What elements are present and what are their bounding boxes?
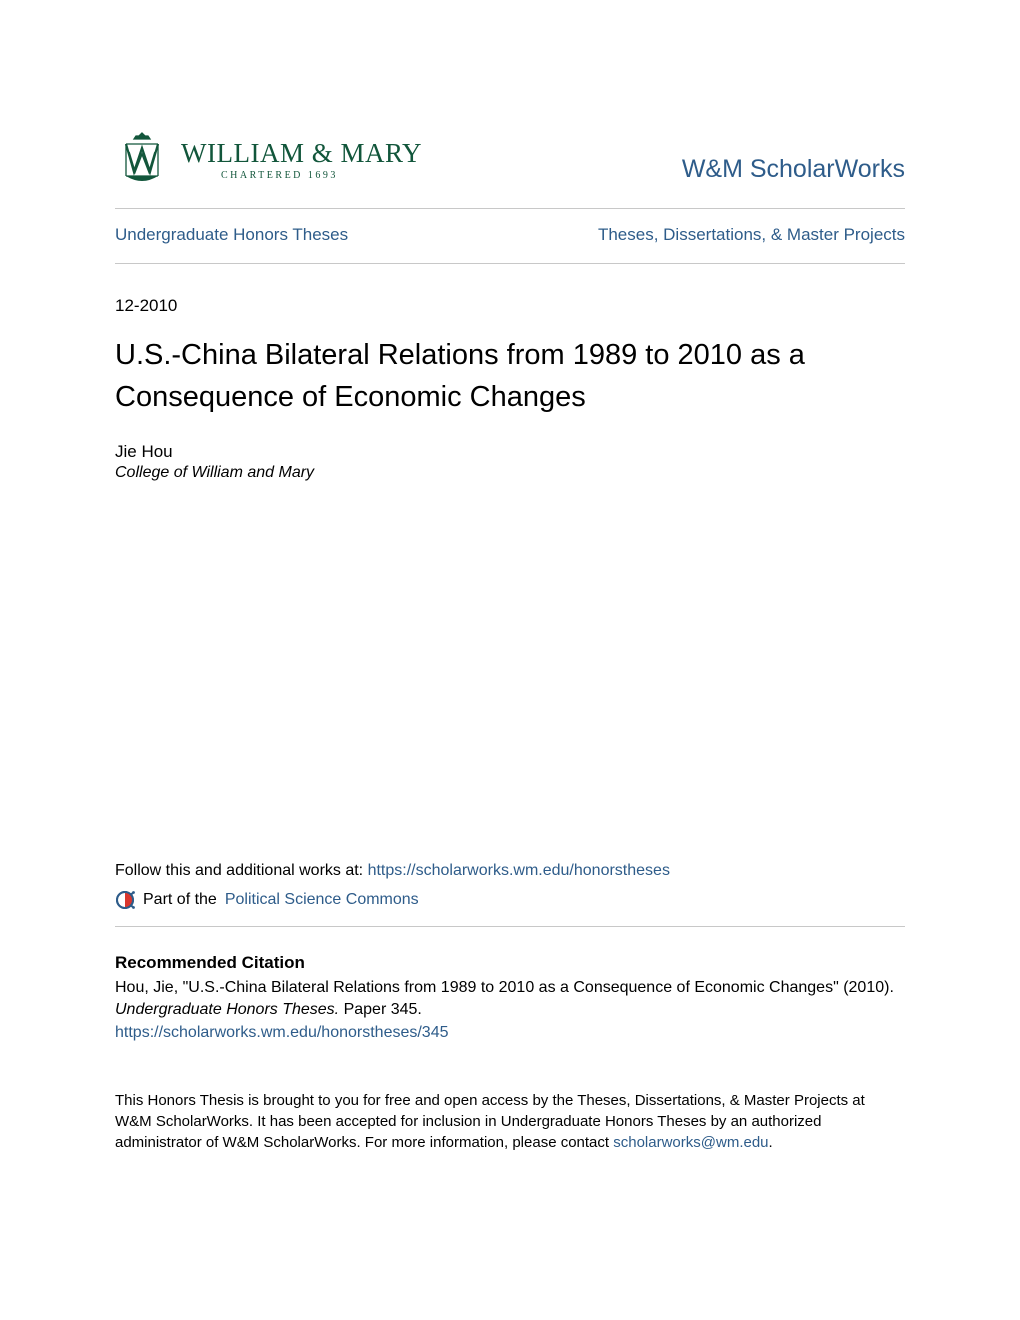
breadcrumb: Undergraduate Honors Theses Theses, Diss… — [115, 209, 905, 263]
wm-cipher-icon — [115, 130, 169, 190]
citation-url-link[interactable]: https://scholarworks.wm.edu/honorstheses… — [115, 1024, 905, 1042]
follow-block: Follow this and additional works at: htt… — [115, 862, 905, 880]
part-of-row: Part of the Political Science Commons — [115, 890, 905, 910]
document-title: U.S.-China Bilateral Relations from 1989… — [115, 334, 905, 418]
logo-text: WILLIAM & MARY CHARTERED 1693 — [181, 140, 422, 181]
citation-body: Hou, Jie, "U.S.-China Bilateral Relation… — [115, 977, 905, 1022]
collection-link[interactable]: Undergraduate Honors Theses — [115, 225, 348, 245]
site-title-link[interactable]: W&M ScholarWorks — [682, 155, 905, 190]
logo-chartered: CHARTERED 1693 — [181, 171, 422, 181]
citation-heading: Recommended Citation — [115, 953, 905, 973]
author-name: Jie Hou — [115, 442, 905, 462]
logo-wordmark: WILLIAM & MARY — [181, 140, 422, 167]
footer-suffix: . — [769, 1134, 773, 1151]
follow-prefix: Follow this and additional works at: — [115, 862, 368, 879]
footer-text: This Honors Thesis is brought to you for… — [115, 1090, 905, 1153]
follow-link[interactable]: https://scholarworks.wm.edu/honorstheses — [368, 862, 670, 879]
divider-citation — [115, 926, 905, 927]
parent-collection-link[interactable]: Theses, Dissertations, & Master Projects — [598, 225, 905, 245]
contact-email-link[interactable]: scholarworks@wm.edu — [613, 1134, 768, 1151]
header-row: WILLIAM & MARY CHARTERED 1693 W&M Schola… — [115, 130, 905, 208]
network-icon — [115, 890, 135, 910]
publication-date: 12-2010 — [115, 296, 905, 316]
commons-link[interactable]: Political Science Commons — [225, 891, 419, 909]
divider-breadcrumb — [115, 263, 905, 264]
part-of-prefix: Part of the — [143, 891, 217, 909]
citation-paper: Paper 345. — [339, 1001, 422, 1018]
citation-text: Hou, Jie, "U.S.-China Bilateral Relation… — [115, 979, 894, 996]
citation-series: Undergraduate Honors Theses. — [115, 1001, 339, 1018]
author-affiliation: College of William and Mary — [115, 464, 905, 482]
institution-logo: WILLIAM & MARY CHARTERED 1693 — [115, 130, 422, 190]
